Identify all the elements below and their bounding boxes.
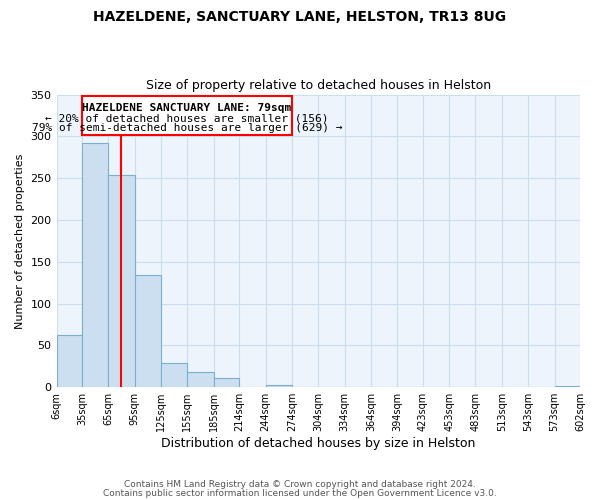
Bar [82,143,109,387]
Y-axis label: Number of detached properties: Number of detached properties [15,153,25,328]
Text: HAZELDENE SANCTUARY LANE: 79sqm: HAZELDENE SANCTUARY LANE: 79sqm [82,103,292,113]
Bar [56,336,82,387]
Bar [187,372,214,387]
Text: Contains public sector information licensed under the Open Government Licence v3: Contains public sector information licen… [103,488,497,498]
Bar [109,175,135,387]
Text: ← 20% of detached houses are smaller (156): ← 20% of detached houses are smaller (15… [45,113,329,123]
X-axis label: Distribution of detached houses by size in Helston: Distribution of detached houses by size … [161,437,475,450]
Bar [135,275,161,387]
FancyBboxPatch shape [82,96,292,134]
Bar [266,384,292,387]
Bar [214,378,239,387]
Text: Contains HM Land Registry data © Crown copyright and database right 2024.: Contains HM Land Registry data © Crown c… [124,480,476,489]
Text: HAZELDENE, SANCTUARY LANE, HELSTON, TR13 8UG: HAZELDENE, SANCTUARY LANE, HELSTON, TR13… [94,10,506,24]
Title: Size of property relative to detached houses in Helston: Size of property relative to detached ho… [146,79,491,92]
Bar [161,363,187,387]
Bar [554,386,580,387]
Text: 79% of semi-detached houses are larger (629) →: 79% of semi-detached houses are larger (… [32,123,342,133]
